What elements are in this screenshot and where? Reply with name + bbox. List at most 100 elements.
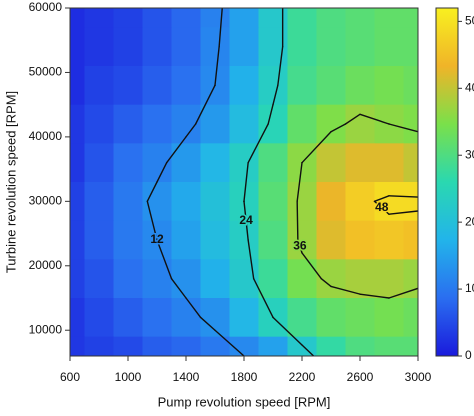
- contour-line: [388, 123, 418, 133]
- cell: [113, 8, 143, 28]
- cell: [316, 27, 346, 67]
- contour-line: [199, 316, 216, 331]
- cell: [229, 220, 259, 260]
- cell: [113, 66, 143, 106]
- contour-line: [247, 123, 269, 164]
- cell: [403, 104, 418, 144]
- cell: [287, 27, 317, 67]
- cell: [287, 259, 317, 299]
- y-tick-label: 30000: [29, 194, 63, 208]
- contour-line: [185, 297, 202, 319]
- contour-line: [301, 344, 315, 356]
- contour-line: [320, 277, 332, 288]
- cell: [287, 8, 317, 28]
- contour-line: [301, 252, 323, 280]
- contour-line: [388, 287, 418, 299]
- cell: [200, 259, 230, 299]
- cell: [70, 27, 85, 67]
- cell: [345, 104, 375, 144]
- cell: [403, 8, 418, 28]
- contour-line: [214, 329, 245, 356]
- cell: [84, 220, 114, 260]
- contour-label: 24: [239, 213, 253, 227]
- cell: [200, 336, 230, 356]
- contour-line: [330, 285, 361, 295]
- cell: [258, 259, 288, 299]
- cell: [229, 27, 259, 67]
- contour-line: [243, 200, 249, 241]
- cell: [171, 336, 201, 356]
- cell: [403, 143, 418, 183]
- cell: [345, 66, 375, 106]
- cell: [316, 66, 346, 106]
- cell: [200, 8, 230, 28]
- contour-line: [344, 113, 361, 125]
- cell: [142, 298, 172, 338]
- cell: [374, 27, 404, 67]
- contour-line: [165, 136, 187, 164]
- cell: [142, 8, 172, 28]
- cell: [287, 336, 317, 356]
- cell: [374, 336, 404, 356]
- contour-line: [214, 45, 220, 87]
- cell: [229, 259, 259, 299]
- contour-line: [185, 123, 197, 138]
- cell: [287, 104, 317, 144]
- cell: [113, 104, 143, 144]
- cell: [200, 143, 230, 183]
- cell: [142, 66, 172, 106]
- cell: [258, 27, 288, 67]
- cell: [142, 143, 172, 183]
- cell: [113, 220, 143, 260]
- cell: [70, 8, 85, 28]
- cell: [84, 104, 114, 144]
- contour-line: [194, 84, 216, 125]
- cell: [374, 66, 404, 106]
- cell: [142, 259, 172, 299]
- cell: [70, 220, 85, 260]
- cell: [84, 298, 114, 338]
- x-tick-label: 3000: [405, 370, 432, 384]
- cell: [258, 104, 288, 144]
- cell: [316, 336, 346, 356]
- contour-line: [146, 200, 158, 241]
- cell: [200, 182, 230, 222]
- contour-line: [373, 195, 390, 203]
- colorbar-tick-label: 40: [465, 80, 474, 94]
- contour-line: [373, 200, 390, 215]
- x-tick-label: 1800: [231, 370, 258, 384]
- contour-line: [388, 195, 418, 198]
- cell: [113, 143, 143, 183]
- cell: [287, 298, 317, 338]
- cell: [70, 336, 85, 356]
- contour-line: [272, 84, 279, 106]
- cell: [229, 8, 259, 28]
- cell: [171, 182, 201, 222]
- y-tick-label: 60000: [29, 0, 63, 14]
- cell: [70, 298, 85, 338]
- cell: [70, 182, 85, 222]
- cell: [403, 27, 418, 67]
- cell: [403, 336, 418, 356]
- cell: [403, 259, 418, 299]
- cell: [345, 8, 375, 28]
- cell: [229, 336, 259, 356]
- cell: [345, 27, 375, 67]
- contour-line: [247, 239, 255, 280]
- cell: [113, 259, 143, 299]
- contour-line: [252, 277, 274, 319]
- cell: [345, 298, 375, 338]
- y-tick-label: 40000: [29, 129, 63, 143]
- cell: [84, 336, 114, 356]
- contour-line: [301, 131, 332, 164]
- cell: [374, 259, 404, 299]
- cell: [403, 220, 418, 260]
- cell: [171, 259, 201, 299]
- contour-line: [243, 161, 249, 203]
- cell: [171, 27, 201, 67]
- y-axis-label: Turbine revolution speed [RPM]: [3, 91, 18, 273]
- cell: [258, 143, 288, 183]
- contour-line: [170, 277, 187, 299]
- cell: [316, 8, 346, 28]
